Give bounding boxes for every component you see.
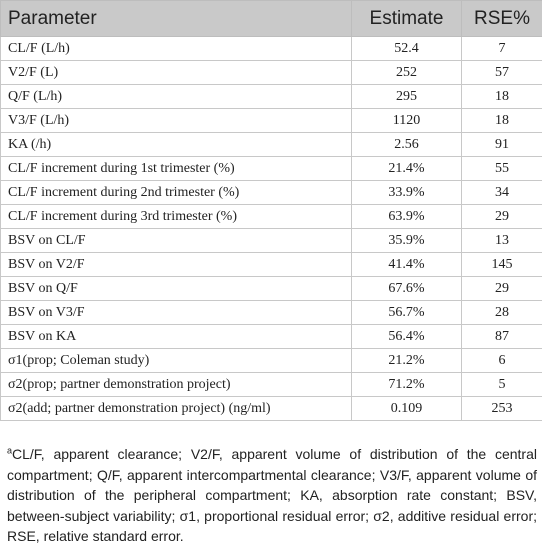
header-parameter: Parameter — [1, 1, 352, 37]
cell-estimate: 67.6% — [352, 277, 462, 301]
cell-parameter: BSV on V3/F — [1, 301, 352, 325]
table-header: Parameter Estimate RSE% — [1, 1, 542, 37]
table-row: σ2(add; partner demonstration project) (… — [1, 397, 542, 421]
cell-parameter: CL/F (L/h) — [1, 37, 352, 61]
footnote-text: CL/F, apparent clearance; V2/F, apparent… — [7, 446, 537, 544]
cell-estimate: 56.4% — [352, 325, 462, 349]
cell-rse: 29 — [462, 277, 542, 301]
cell-parameter: BSV on Q/F — [1, 277, 352, 301]
cell-estimate: 71.2% — [352, 373, 462, 397]
cell-estimate: 33.9% — [352, 181, 462, 205]
cell-estimate: 56.7% — [352, 301, 462, 325]
cell-estimate: 2.56 — [352, 133, 462, 157]
cell-parameter: KA (/h) — [1, 133, 352, 157]
cell-rse: 18 — [462, 109, 542, 133]
cell-estimate: 35.9% — [352, 229, 462, 253]
cell-parameter: V3/F (L/h) — [1, 109, 352, 133]
cell-parameter: BSV on CL/F — [1, 229, 352, 253]
cell-rse: 145 — [462, 253, 542, 277]
cell-rse: 253 — [462, 397, 542, 421]
cell-rse: 91 — [462, 133, 542, 157]
cell-rse: 5 — [462, 373, 542, 397]
cell-estimate: 21.4% — [352, 157, 462, 181]
table-row: σ2(prop; partner demonstration project)7… — [1, 373, 542, 397]
cell-rse: 6 — [462, 349, 542, 373]
cell-parameter: Q/F (L/h) — [1, 85, 352, 109]
cell-parameter: CL/F increment during 2nd trimester (%) — [1, 181, 352, 205]
table-row: CL/F increment during 1st trimester (%)2… — [1, 157, 542, 181]
table-row: σ1(prop; Coleman study)21.2%6 — [1, 349, 542, 373]
cell-rse: 34 — [462, 181, 542, 205]
cell-rse: 55 — [462, 157, 542, 181]
cell-estimate: 295 — [352, 85, 462, 109]
header-estimate: Estimate — [352, 1, 462, 37]
header-rse: RSE% — [462, 1, 542, 37]
cell-parameter: V2/F (L) — [1, 61, 352, 85]
cell-estimate: 41.4% — [352, 253, 462, 277]
cell-rse: 28 — [462, 301, 542, 325]
cell-estimate: 63.9% — [352, 205, 462, 229]
cell-parameter: σ2(prop; partner demonstration project) — [1, 373, 352, 397]
cell-estimate: 52.4 — [352, 37, 462, 61]
cell-rse: 13 — [462, 229, 542, 253]
cell-rse: 87 — [462, 325, 542, 349]
cell-parameter: BSV on V2/F — [1, 253, 352, 277]
cell-rse: 18 — [462, 85, 542, 109]
cell-parameter: CL/F increment during 1st trimester (%) — [1, 157, 352, 181]
cell-parameter: σ2(add; partner demonstration project) (… — [1, 397, 352, 421]
cell-estimate: 0.109 — [352, 397, 462, 421]
cell-estimate: 21.2% — [352, 349, 462, 373]
cell-parameter: σ1(prop; Coleman study) — [1, 349, 352, 373]
header-row: Parameter Estimate RSE% — [1, 1, 542, 37]
cell-parameter: CL/F increment during 3rd trimester (%) — [1, 205, 352, 229]
cell-estimate: 252 — [352, 61, 462, 85]
table-footnote: aCL/F, apparent clearance; V2/F, apparen… — [7, 444, 537, 547]
table-row: CL/F increment during 3rd trimester (%)6… — [1, 205, 542, 229]
cell-estimate: 1120 — [352, 109, 462, 133]
cell-rse: 7 — [462, 37, 542, 61]
cell-rse: 29 — [462, 205, 542, 229]
cell-parameter: BSV on KA — [1, 325, 352, 349]
cell-rse: 57 — [462, 61, 542, 85]
table-row: CL/F increment during 2nd trimester (%)3… — [1, 181, 542, 205]
